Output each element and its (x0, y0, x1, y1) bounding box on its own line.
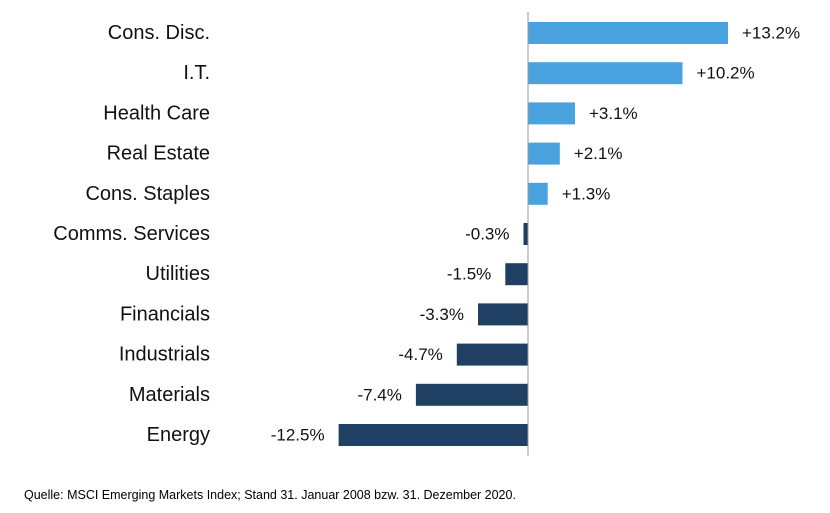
category-label-comms-services: Comms. Services (53, 223, 210, 245)
bars-layer (338, 22, 728, 446)
value-label-industrials: -4.7% (398, 345, 442, 364)
value-label-cons-staples: +1.3% (562, 184, 611, 203)
category-label-health-care: Health Care (103, 102, 210, 124)
bar-materials (415, 383, 528, 406)
category-label-materials: Materials (129, 384, 210, 406)
category-label-financials: Financials (120, 303, 210, 325)
category-label-i-t: I.T. (183, 62, 210, 84)
value-label-cons-disc: +13.2% (742, 24, 800, 43)
source-footnote: Quelle: MSCI Emerging Markets Index; Sta… (24, 488, 516, 502)
bar-i-t (528, 62, 683, 85)
bar-financials (478, 303, 528, 326)
bar-real-estate (528, 142, 560, 165)
bar-energy (338, 424, 528, 446)
value-label-comms-services: -0.3% (465, 225, 509, 244)
value-labels: +13.2% +10.2% +3.1% +2.1% +1.3% -0.3% -1.5% -3.… (271, 24, 800, 445)
category-label-utilities: Utilities (146, 263, 210, 285)
category-label-cons-staples: Cons. Staples (85, 183, 210, 205)
value-label-health-care: +3.1% (589, 104, 638, 123)
category-label-cons-disc: Cons. Disc. (108, 22, 210, 44)
category-labels: Cons. Disc. I.T. Health Care Real Estate Con… (53, 22, 210, 446)
bar-cons-disc (528, 22, 728, 44)
category-label-industrials: Industrials (119, 344, 210, 366)
value-label-i-t: +10.2% (697, 64, 755, 83)
bar-health-care (528, 102, 575, 125)
value-label-energy: -12.5% (271, 426, 325, 445)
value-label-materials: -7.4% (357, 385, 401, 404)
bar-cons-staples (528, 182, 548, 205)
value-label-financials: -3.3% (420, 305, 464, 324)
bar-comms-services (523, 223, 528, 245)
value-label-real-estate: +2.1% (574, 144, 623, 163)
category-label-real-estate: Real Estate (107, 143, 210, 165)
sector-bar-chart: Cons. Disc. I.T. Health Care Real Estate Con… (53, 12, 800, 456)
bar-utilities (505, 263, 528, 286)
category-label-energy: Energy (147, 424, 210, 446)
value-label-utilities: -1.5% (447, 265, 491, 284)
bar-industrials (456, 343, 528, 366)
